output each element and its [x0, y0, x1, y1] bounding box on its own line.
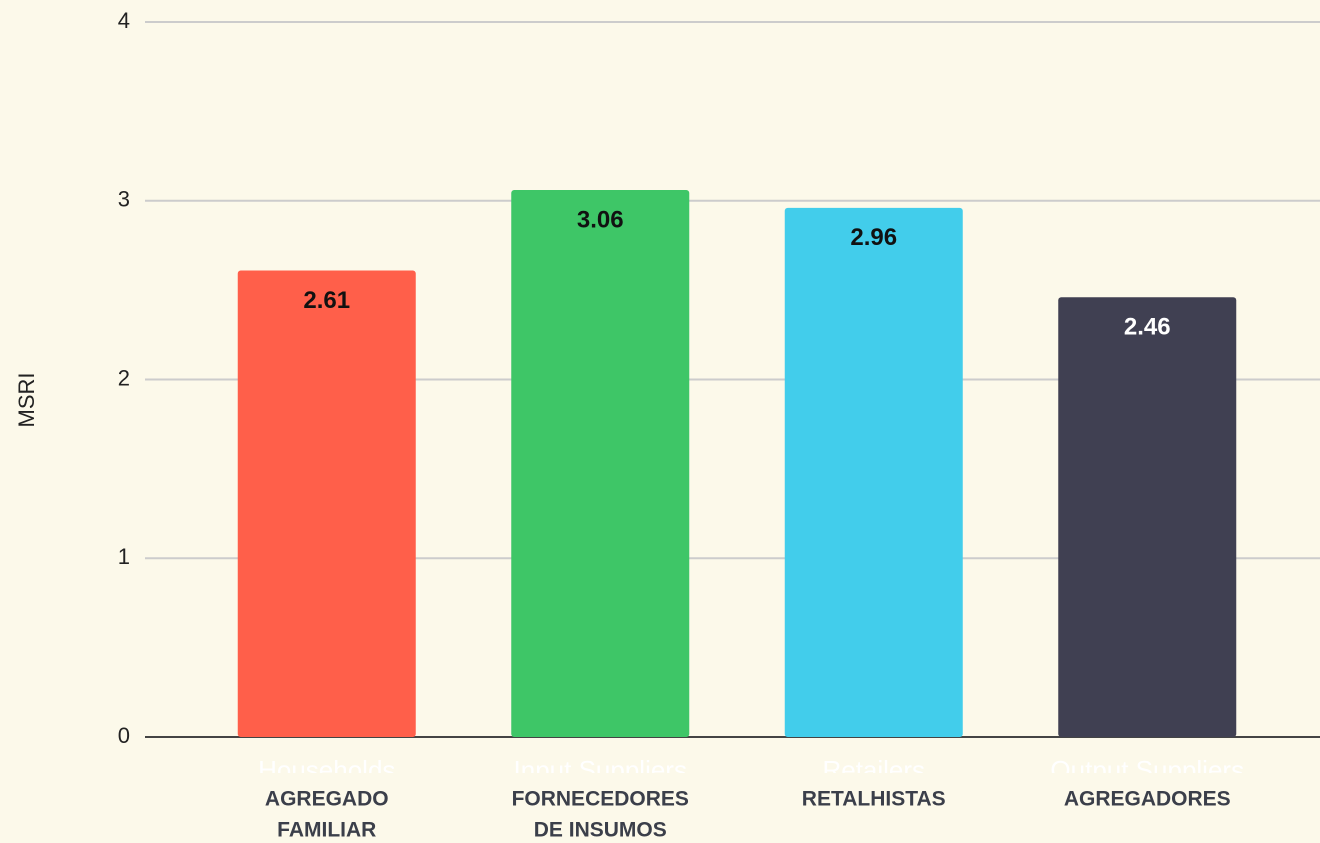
- y-tick-label: 4: [118, 8, 130, 33]
- y-tick-label: 0: [118, 723, 130, 748]
- x-tick-label: Input Suppliers: [514, 755, 687, 785]
- x-tick-label: Retailers: [822, 755, 925, 785]
- value-label: 2.96: [850, 224, 897, 251]
- value-label: 2.46: [1124, 314, 1171, 341]
- category-label: FAMILIAR: [277, 819, 376, 842]
- category-label: FORNECEDORES: [512, 788, 689, 811]
- bar: [511, 190, 690, 737]
- x-tick-label: Households: [258, 755, 395, 785]
- bar: [237, 270, 416, 737]
- x-tick-label: Output Suppliers: [1050, 755, 1244, 785]
- y-axis-label: MSRI: [14, 373, 39, 428]
- value-label: 3.06: [577, 206, 624, 233]
- category-label: DE INSUMOS: [534, 819, 667, 842]
- y-tick-label: 2: [118, 365, 130, 390]
- bar: [784, 207, 963, 737]
- category-label: AGREGADORES: [1064, 788, 1231, 811]
- y-tick-label: 3: [118, 187, 130, 212]
- value-label: 2.61: [303, 287, 350, 314]
- labels: 0 1 2 3 4 Households AGREGADO FAMILIAR 2.61 Input…: [118, 8, 1244, 842]
- bars: [237, 190, 1237, 737]
- bar: [1058, 297, 1237, 737]
- category-label: AGREGADO: [265, 788, 389, 811]
- y-tick-label: 1: [118, 544, 130, 569]
- category-label: RETALHISTAS: [802, 788, 946, 811]
